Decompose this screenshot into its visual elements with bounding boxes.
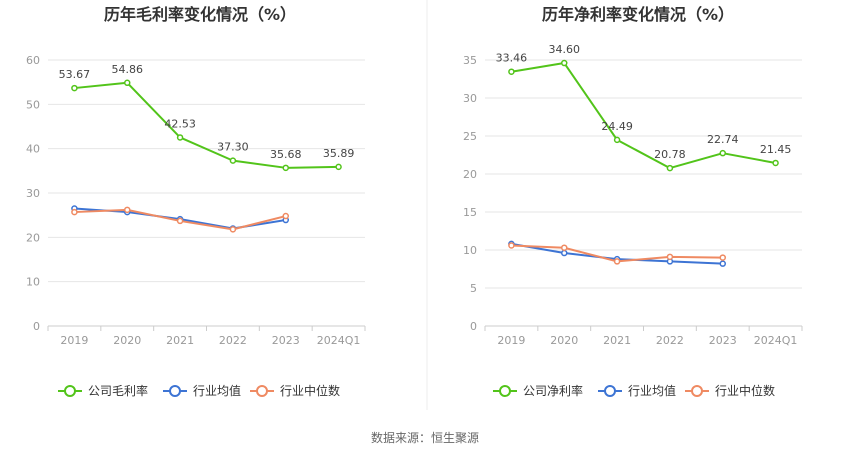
data-label: 34.60: [549, 43, 581, 56]
x-tick-label: 2020: [113, 334, 141, 347]
series-line-company: [511, 62, 776, 170]
data-label: 35.89: [323, 147, 355, 160]
x-tick-label: 2021: [166, 334, 194, 347]
data-point-industry-median: [176, 217, 184, 225]
data-point-industry-median: [666, 253, 674, 261]
data-label: 20.78: [654, 148, 686, 161]
data-point-industry-median: [719, 254, 726, 261]
data-point-company: [335, 163, 342, 171]
data-point-industry-median: [613, 258, 621, 265]
chart-title: 历年净利率变化情况（%）: [542, 5, 734, 24]
data-label: 22.74: [707, 133, 739, 146]
y-tick-label: 20: [463, 168, 477, 181]
legend-marker: [604, 385, 616, 397]
legend-item-industry-average: 行业均值: [193, 383, 241, 398]
series-line-company: [74, 81, 339, 169]
y-tick-label: 50: [26, 98, 40, 111]
x-tick-label: 2024Q1: [754, 334, 798, 347]
legend-item-company: 公司净利率: [523, 383, 583, 398]
data-point-company: [772, 159, 779, 167]
legend-item-company: 公司毛利率: [88, 383, 148, 398]
y-tick-label: 10: [463, 244, 477, 257]
y-tick-label: 0: [33, 320, 40, 333]
y-tick-label: 5: [470, 282, 477, 295]
data-label: 24.49: [601, 120, 633, 133]
x-tick-label: 2019: [497, 334, 525, 347]
data-point-company: [282, 164, 289, 172]
x-tick-label: 2024Q1: [317, 334, 361, 347]
data-point-industry-median: [124, 206, 131, 214]
data-point-company: [71, 84, 78, 92]
data-label: 42.53: [164, 117, 196, 130]
data-point-company: [508, 68, 515, 75]
chart-title: 历年毛利率变化情况（%）: [104, 5, 296, 24]
y-tick-label: 0: [470, 320, 477, 333]
data-point-industry-median: [561, 244, 568, 251]
y-tick-label: 10: [26, 276, 40, 289]
data-point-company: [666, 164, 674, 172]
data-point-company: [613, 136, 621, 144]
x-tick-label: 2022: [219, 334, 247, 347]
data-point-industry-median: [71, 208, 78, 216]
data-label: 35.68: [270, 148, 302, 161]
legend-marker: [691, 385, 703, 397]
data-point-industry-average: [719, 260, 726, 267]
data-label: 33.46: [496, 52, 528, 65]
x-tick-label: 2023: [709, 334, 737, 347]
x-tick-label: 2022: [656, 334, 684, 347]
data-point-company: [229, 157, 237, 164]
legend-item-industry-median: 行业中位数: [715, 383, 775, 398]
y-tick-label: 15: [463, 206, 477, 219]
legend-marker: [64, 385, 76, 397]
data-source-note: 数据来源：恒生聚源: [371, 430, 479, 445]
data-point-industry-median: [282, 212, 289, 220]
x-tick-label: 2019: [60, 334, 88, 347]
data-label: 53.67: [59, 68, 91, 81]
data-point-industry-median: [508, 242, 515, 249]
y-tick-label: 30: [463, 92, 477, 105]
x-tick-label: 2023: [272, 334, 300, 347]
legend-item-industry-median: 行业中位数: [280, 383, 340, 398]
y-tick-label: 30: [26, 187, 40, 200]
y-tick-label: 40: [26, 143, 40, 156]
data-point-company: [561, 59, 568, 67]
data-label: 54.86: [112, 63, 144, 76]
y-tick-label: 20: [26, 231, 40, 244]
legend-marker: [256, 385, 268, 397]
data-label: 21.45: [760, 143, 792, 156]
y-tick-label: 35: [463, 54, 477, 67]
y-tick-label: 25: [463, 130, 477, 143]
data-point-company: [719, 149, 726, 157]
data-point-company: [124, 79, 131, 87]
gross-margin-chart: 历年毛利率变化情况（%） 0 10 20 30 40 50 60 2019 2020 2021 202…: [26, 5, 366, 398]
x-tick-label: 2020: [550, 334, 578, 347]
net-margin-chart: 历年净利率变化情况（%） 0 5 10 15 20 25 30 35 2019 2020 2021 20…: [463, 5, 803, 398]
legend-marker: [169, 385, 181, 397]
data-label: 37.30: [217, 141, 249, 154]
data-point-industry-median: [229, 226, 237, 233]
y-tick-label: 60: [26, 54, 40, 67]
legend-marker: [499, 385, 511, 397]
data-point-industry-average: [561, 249, 568, 257]
x-tick-label: 2021: [603, 334, 631, 347]
legend-item-industry-average: 行业均值: [628, 383, 676, 398]
data-point-company: [176, 134, 184, 141]
